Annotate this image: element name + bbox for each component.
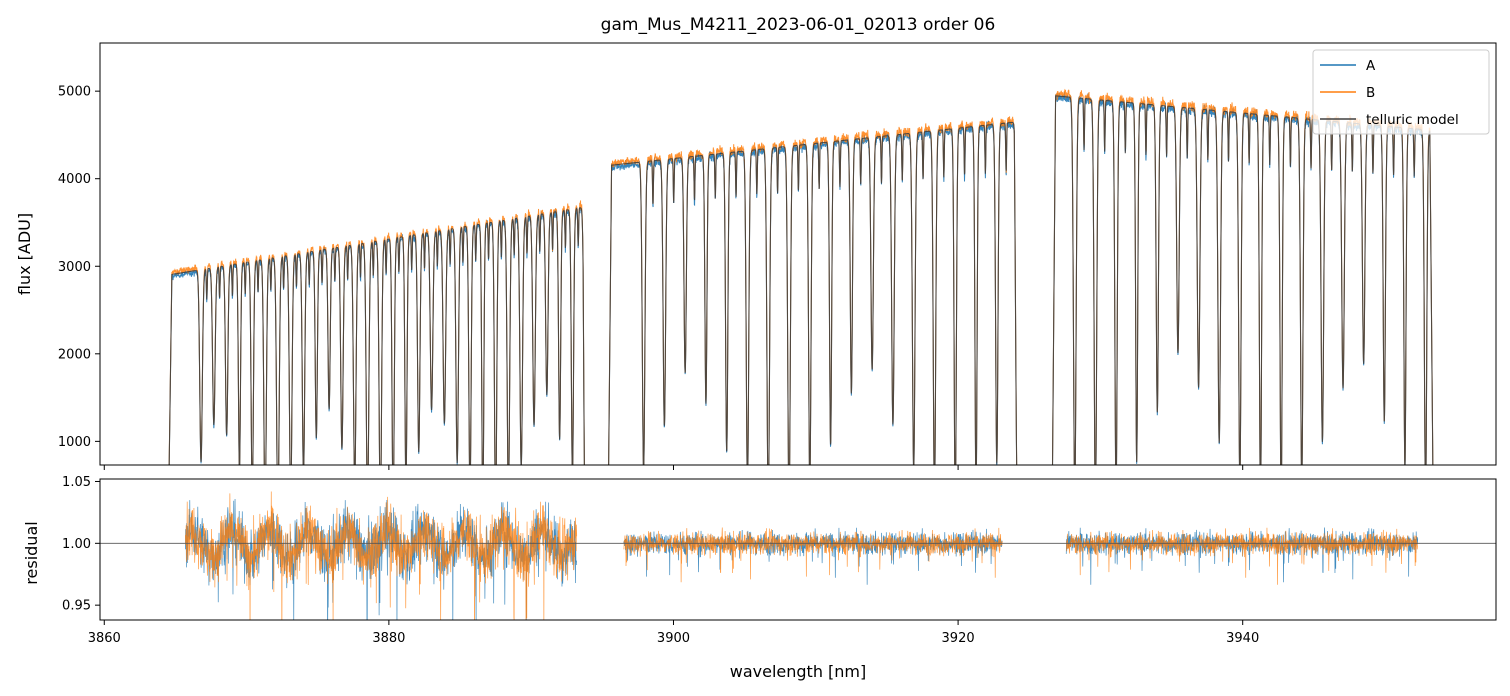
legend-label-telluric: telluric model [1366, 112, 1459, 128]
y-tick-label: 1.00 [62, 537, 91, 552]
y-tick-label: 3000 [58, 260, 91, 275]
residual-b-line [185, 491, 578, 620]
top-panel: 1000 2000 3000 4000 5000 flux [ADU] A B tell… [15, 42, 1497, 470]
legend-box [1312, 49, 1490, 135]
x-tick-label: 3860 [88, 631, 121, 646]
y-tick-label: 1000 [58, 435, 91, 450]
bottom-y-ticks: 0.95 1.00 1.05 [62, 475, 100, 614]
bottom-y-axis-label: residual [22, 521, 41, 584]
x-tick-label: 3920 [942, 631, 975, 646]
residual-b-line [623, 527, 1003, 583]
y-tick-label: 4000 [58, 172, 91, 187]
chart-title: gam_Mus_M4211_2023-06-01_02013 order 06 [601, 15, 996, 35]
y-tick-label: 2000 [58, 347, 91, 362]
legend-label-b: B [1366, 85, 1375, 101]
top-x-ticks [103, 465, 1244, 470]
residual-a-line [185, 498, 578, 620]
top-y-axis-label: flux [ADU] [15, 213, 34, 295]
y-tick-label: 5000 [58, 85, 91, 100]
y-tick-label: 1.05 [62, 475, 91, 490]
x-axis-label: wavelength [nm] [730, 662, 867, 681]
x-tick-label: 3880 [372, 631, 405, 646]
bottom-panel: 0.95 1.00 1.05 3860 3880 3900 3920 3940 residu… [22, 475, 1497, 681]
telluric-model-line [1051, 95, 1434, 465]
telluric-model-line [608, 121, 1018, 465]
bottom-axes-frame [99, 478, 1497, 621]
residual-b-line [1065, 527, 1419, 585]
x-tick-label: 3900 [657, 631, 690, 646]
top-series-group [168, 88, 1434, 465]
y-tick-label: 0.95 [62, 599, 91, 614]
bottom-x-ticks: 3860 3880 3900 3920 3940 [88, 620, 1259, 646]
telluric-model-line [168, 207, 585, 465]
top-axes-frame [99, 42, 1497, 466]
legend: A B telluric model [1312, 49, 1490, 135]
top-y-ticks: 1000 2000 3000 4000 5000 [58, 85, 100, 450]
legend-label-a: A [1366, 58, 1376, 74]
x-tick-label: 3940 [1226, 631, 1259, 646]
